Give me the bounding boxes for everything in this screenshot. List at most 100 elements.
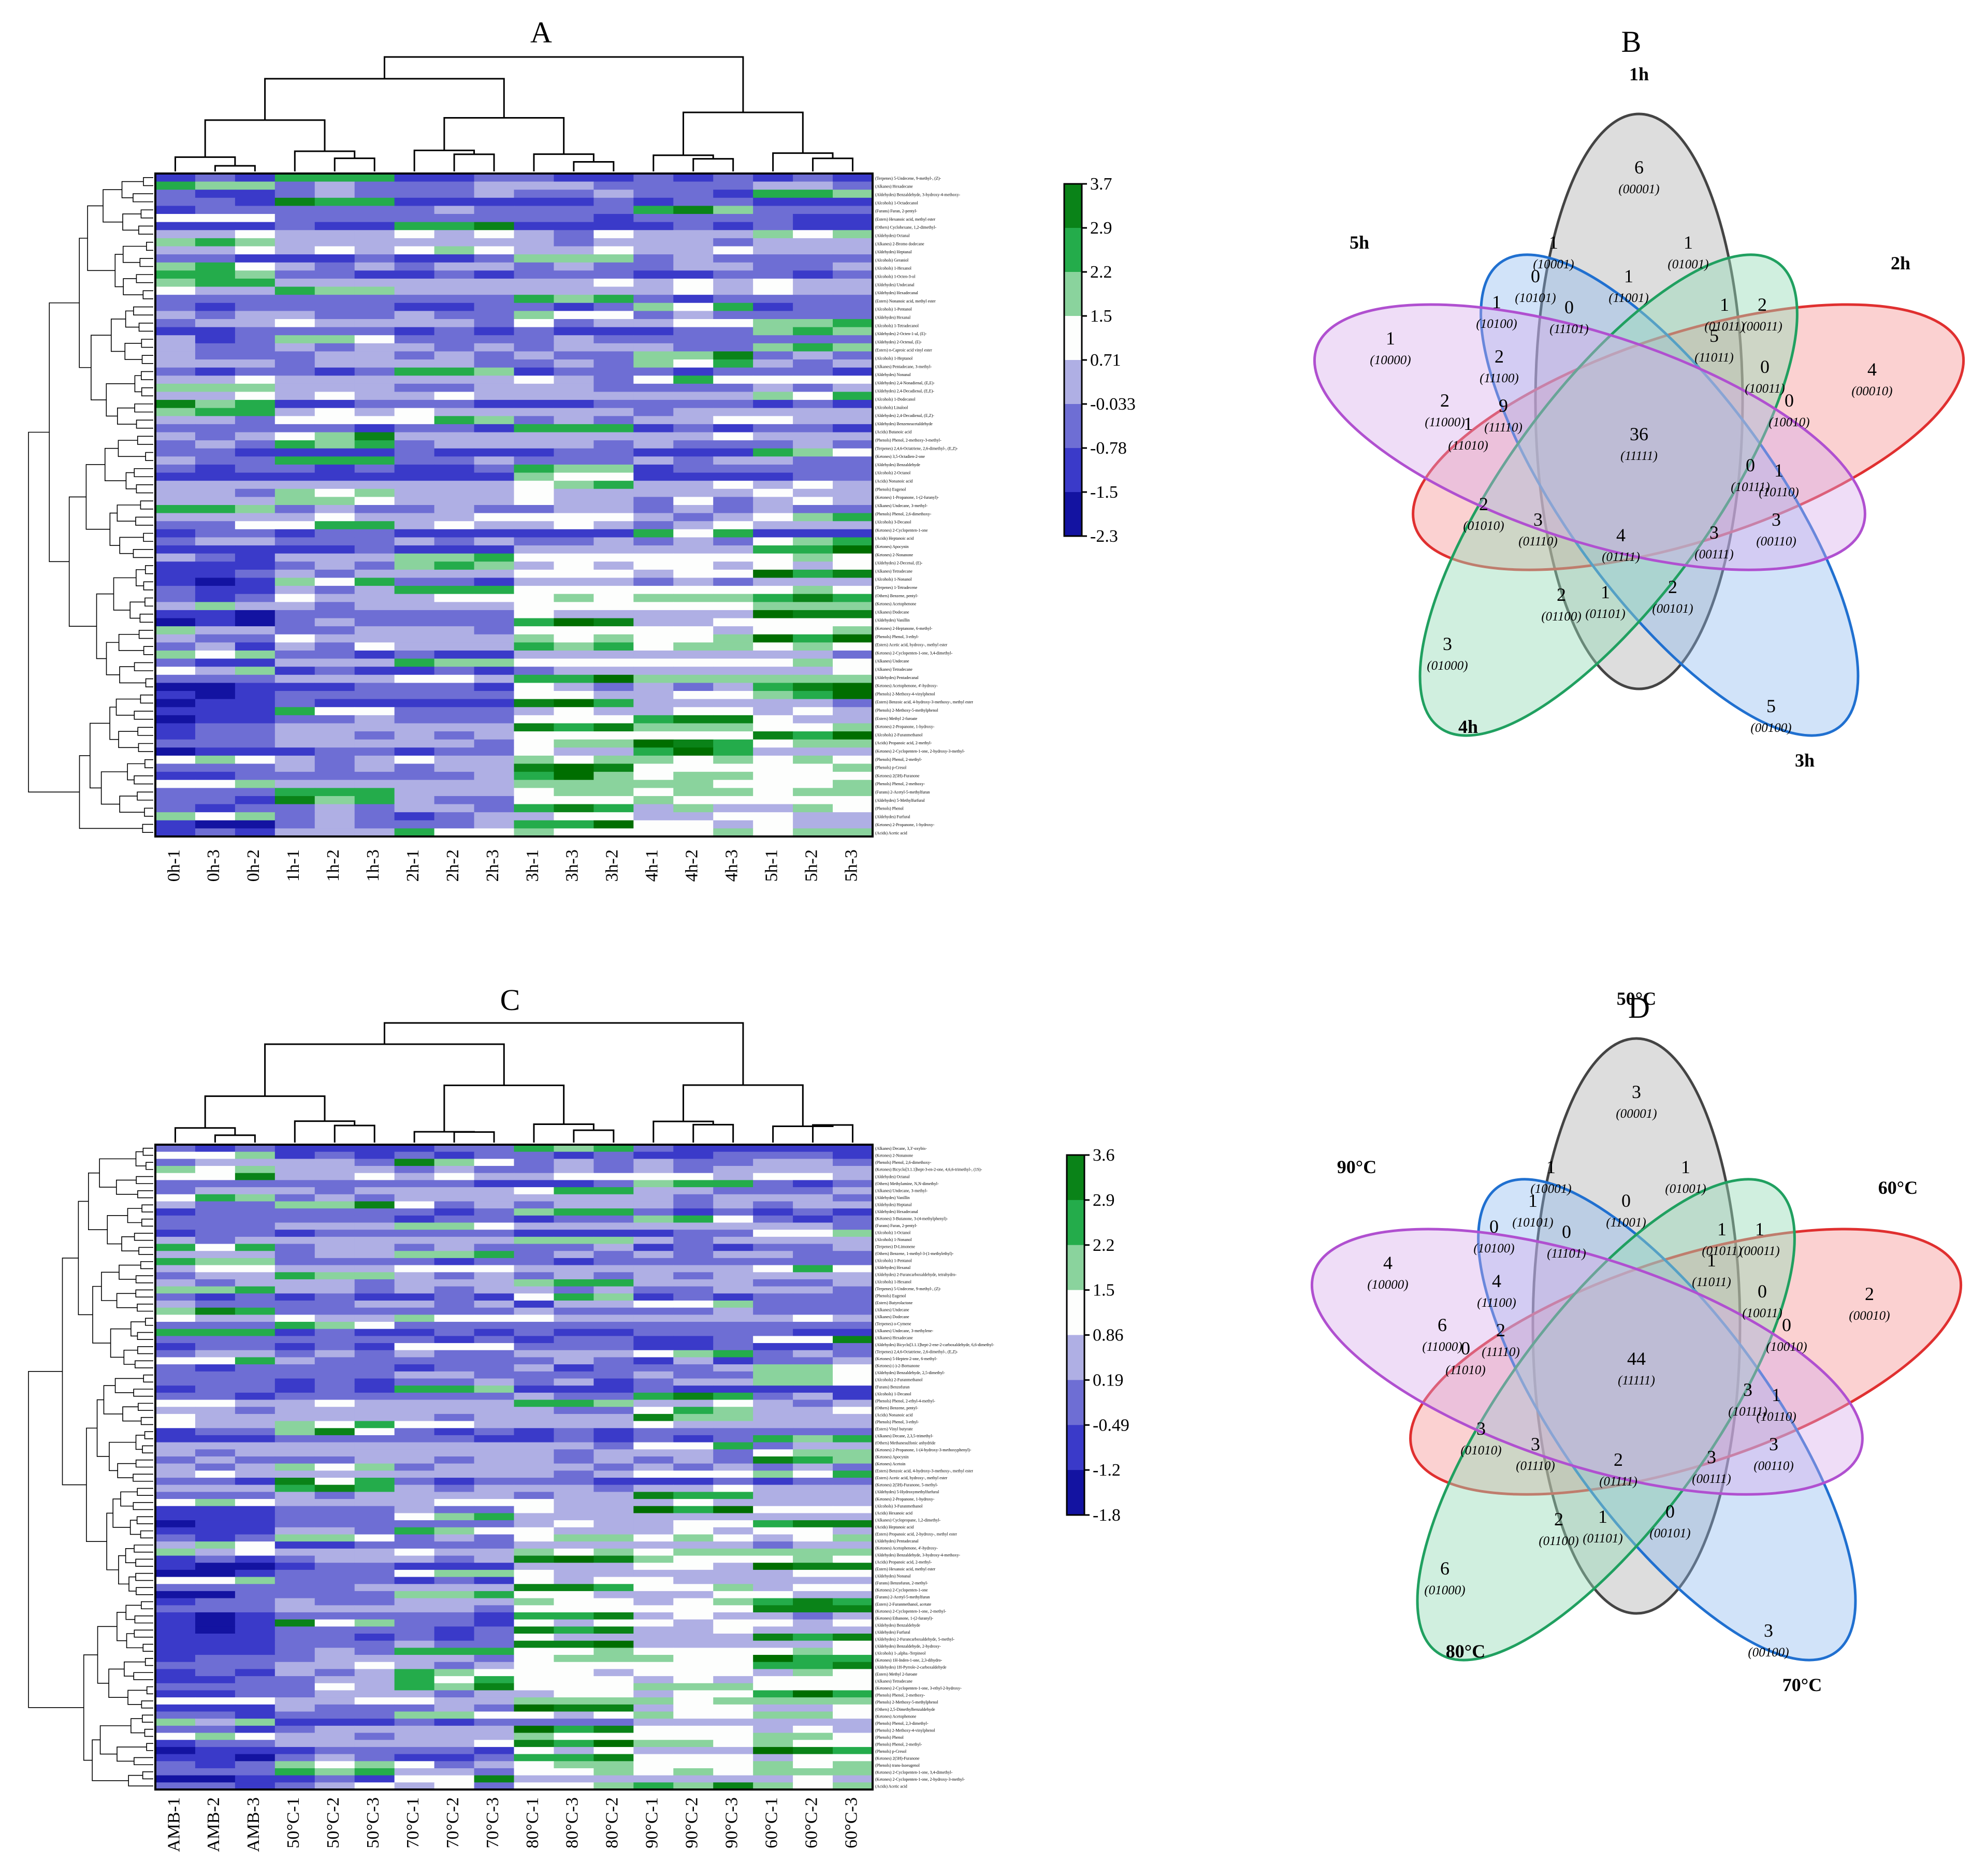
heatmap-cell: [274, 1725, 315, 1734]
heatmap-cell: [354, 1747, 395, 1755]
heatmap-cell: [354, 174, 395, 182]
row-label: (Phenols) Eugenol: [875, 1293, 906, 1298]
column-label: 50°C-3: [364, 1797, 383, 1849]
column-label: 3h-3: [563, 849, 582, 882]
heatmap-cell: [833, 1577, 873, 1584]
heatmap-cell: [713, 674, 753, 684]
heatmap-cell: [514, 1619, 555, 1627]
region-count: 2: [1865, 1283, 1874, 1304]
heatmap-cell: [833, 1315, 873, 1322]
dendrogram-branch: [136, 420, 153, 429]
heatmap-cell: [434, 1364, 475, 1372]
heatmap-cell: [474, 1378, 515, 1386]
heatmap-cell: [474, 707, 515, 716]
heatmap-cell: [434, 1386, 475, 1393]
heatmap-cell: [235, 650, 276, 659]
heatmap-cell: [554, 1322, 594, 1330]
heatmap-cell: [633, 1244, 674, 1251]
heatmap-cell: [633, 505, 674, 514]
heatmap-cell: [793, 1392, 833, 1401]
heatmap-cell: [713, 1577, 753, 1584]
heatmap-cell: [673, 1492, 714, 1499]
heatmap-cell: [155, 1541, 196, 1549]
heatmap-cell: [434, 1499, 475, 1507]
heatmap-cell: [155, 497, 196, 506]
heatmap-cell: [753, 1336, 793, 1344]
row-label: (Acids) Hexanoic acid: [875, 1511, 912, 1516]
heatmap-cell: [593, 497, 634, 506]
heatmap-cell: [713, 561, 753, 570]
heatmap-cell: [195, 594, 236, 602]
heatmap-cell: [633, 206, 674, 214]
heatmap-cell: [354, 1357, 395, 1365]
heatmap-cell: [274, 537, 315, 546]
heatmap-cell: [354, 545, 395, 554]
heatmap-cell: [354, 1690, 395, 1698]
heatmap-cell: [633, 1407, 674, 1415]
heatmap-cell: [235, 295, 276, 304]
heatmap-cell: [314, 586, 355, 595]
heatmap-cell: [633, 796, 674, 805]
heatmap-cell: [554, 1421, 594, 1428]
row-label: (Ketones) 1-Propanone, 1-(2-furanyl)-: [875, 495, 939, 500]
heatmap-cell: [713, 1222, 753, 1230]
heatmap-cell: [673, 804, 714, 813]
row-label: (Ketones) 2-Nonanone: [875, 1153, 914, 1158]
heatmap-cell: [274, 383, 315, 393]
heatmap-cell: [394, 1584, 435, 1592]
heatmap-cell: [195, 1768, 236, 1776]
dendrogram-branch: [83, 1654, 98, 1761]
heatmap-cell: [833, 1442, 873, 1450]
heatmap-cell: [713, 1166, 753, 1174]
row-label: (Alcohols) 1-Nonanol: [875, 577, 912, 582]
heatmap-cell: [554, 650, 594, 659]
heatmap-cell: [434, 214, 475, 223]
region-count: 36: [1630, 424, 1648, 444]
heatmap-cell: [593, 270, 634, 279]
heatmap-cell: [394, 327, 435, 336]
heatmap-cell: [833, 472, 873, 481]
heatmap-cell: [155, 1392, 196, 1401]
heatmap-cell: [633, 432, 674, 441]
column-label: 2h-3: [483, 849, 502, 882]
heatmap-cell: [793, 505, 833, 514]
heatmap-cell: [514, 286, 555, 295]
heatmap-cell: [673, 1386, 714, 1393]
heatmap-cell: [554, 1640, 594, 1648]
dendrogram-branch: [145, 452, 153, 461]
row-label: (Furans) Benzofuran, 2-methyl-: [875, 1581, 928, 1585]
heatmap-cell: [593, 1442, 634, 1450]
region-code: (10111): [1728, 1405, 1767, 1419]
heatmap-cell: [833, 1456, 873, 1464]
heatmap-cell: [833, 270, 873, 279]
heatmap-cell: [474, 683, 515, 691]
heatmap-cell: [155, 780, 196, 788]
row-label: (Aldehydes) Furfural: [875, 814, 911, 819]
heatmap-cell: [673, 723, 714, 732]
heatmap-cell: [434, 796, 475, 805]
heatmap-cell: [514, 1215, 555, 1223]
heatmap-cell: [155, 1166, 196, 1174]
ellipse-set-3: [1477, 1178, 1857, 1662]
row-label: (Ketones) Apocynin: [875, 544, 909, 549]
heatmap-cell: [155, 1272, 196, 1280]
heatmap-cell: [554, 464, 594, 473]
heatmap-cell: [554, 1159, 594, 1166]
heatmap-cell: [354, 359, 395, 368]
heatmap-cell: [793, 812, 833, 821]
heatmap-cell: [474, 1605, 515, 1613]
heatmap-cell: [394, 1322, 435, 1330]
heatmap-cell: [354, 416, 395, 425]
heatmap-cell: [235, 448, 276, 457]
dendrogram-branch: [140, 1530, 153, 1539]
heatmap-cell: [753, 553, 793, 562]
heatmap-cell: [394, 1548, 435, 1556]
heatmap-cell: [195, 1392, 236, 1401]
heatmap-cell: [793, 1399, 833, 1407]
heatmap-cell: [235, 1662, 276, 1670]
row-label: (Ketones) Acetophenone: [875, 602, 917, 607]
row-label: (Aldehydes) Hexanal: [875, 315, 911, 320]
heatmap-cell: [314, 594, 355, 602]
heatmap-cell: [274, 513, 315, 522]
